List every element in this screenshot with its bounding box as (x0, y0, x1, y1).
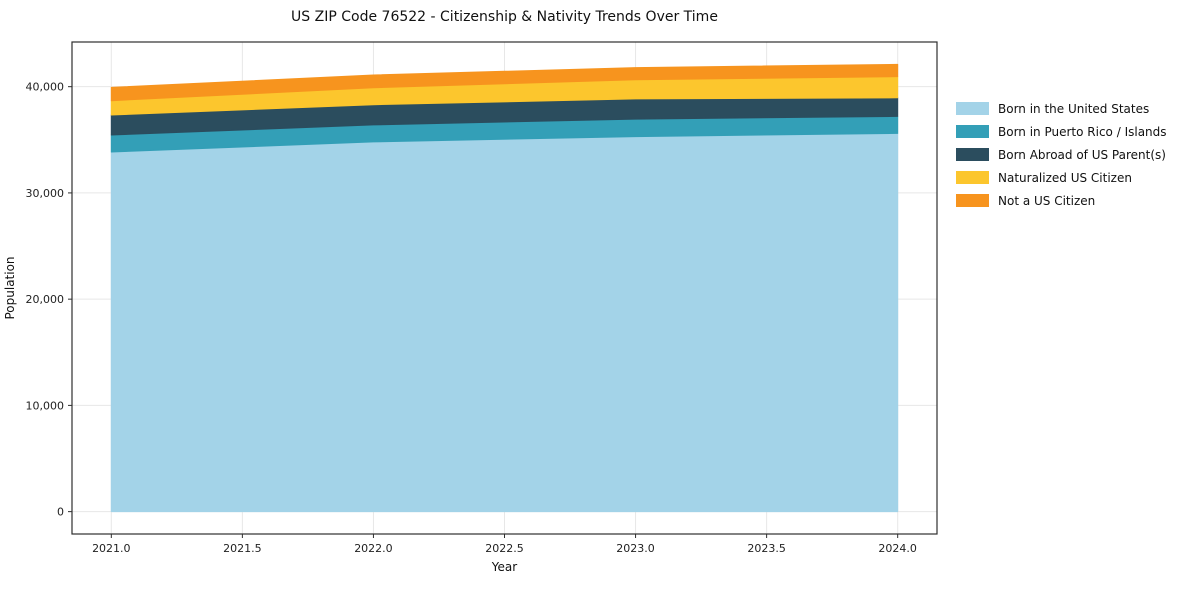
legend-label: Born in the United States (998, 101, 1150, 116)
x-tick-label: 2023.0 (616, 542, 655, 555)
x-axis-label: Year (491, 560, 518, 574)
y-tick-label: 10,000 (26, 399, 65, 412)
legend: Born in the United States Born in Puerto … (956, 99, 1167, 210)
y-tick-label: 40,000 (26, 81, 65, 94)
legend-item: Born in the United States (956, 99, 1167, 118)
area-series-4 (110, 63, 899, 102)
legend-item: Born Abroad of US Parent(s) (956, 145, 1167, 164)
x-tick-label: 2021.5 (223, 542, 262, 555)
legend-swatch (956, 194, 989, 207)
y-tick-label: 0 (57, 506, 64, 519)
legend-label: Not a US Citizen (998, 193, 1096, 208)
y-tick-label: 20,000 (26, 293, 65, 306)
legend-label: Born in Puerto Rico / Islands (998, 124, 1167, 139)
y-axis-label: Population (3, 256, 17, 319)
chart-title: US ZIP Code 76522 - Citizenship & Nativi… (291, 9, 718, 25)
x-tick-label: 2024.0 (878, 542, 917, 555)
legend-item: Not a US Citizen (956, 191, 1167, 210)
legend-swatch (956, 102, 989, 115)
x-tick-label: 2022.5 (485, 542, 524, 555)
area-series-0 (110, 132, 899, 513)
legend-swatch (956, 171, 989, 184)
y-tick-label: 30,000 (26, 187, 65, 200)
legend-label: Born Abroad of US Parent(s) (998, 147, 1166, 162)
legend-item: Naturalized US Citizen (956, 168, 1167, 187)
legend-label: Naturalized US Citizen (998, 170, 1132, 185)
legend-swatch (956, 148, 989, 161)
x-tick-label: 2022.0 (354, 542, 393, 555)
legend-swatch (956, 125, 989, 138)
x-tick-label: 2023.5 (747, 542, 786, 555)
legend-item: Born in Puerto Rico / Islands (956, 122, 1167, 141)
x-tick-label: 2021.0 (92, 542, 131, 555)
